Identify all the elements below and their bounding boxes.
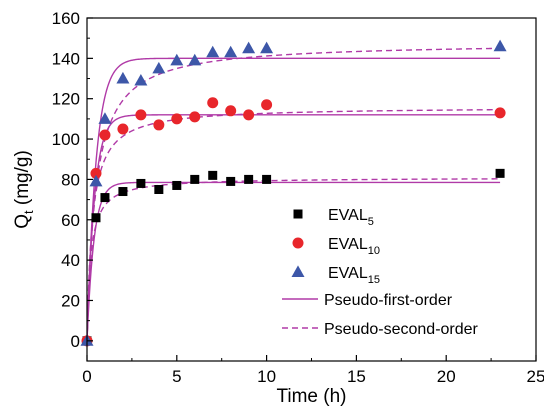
data-point-square [91, 213, 101, 223]
legend-marker-triangle [291, 265, 305, 277]
data-point-triangle [224, 45, 238, 58]
y-tick-label: 100 [52, 130, 80, 149]
x-axis-title: Time (h) [276, 386, 346, 407]
y-tick-label: 20 [61, 291, 80, 310]
data-point-circle [117, 123, 129, 135]
data-point-circle [207, 97, 219, 109]
x-tick-label: 0 [82, 367, 91, 386]
pseudo-second-order-curve [86, 108, 501, 341]
data-point-square [208, 170, 218, 180]
data-point-triangle [134, 73, 148, 86]
legend-label-main: EVAL [328, 207, 368, 224]
y-tick-label: 0 [71, 332, 80, 351]
data-point-square [172, 180, 182, 190]
legend-label: EVAL15 [328, 265, 380, 286]
legend-label: EVAL10 [328, 236, 380, 257]
data-point-circle [90, 167, 102, 179]
x-tick-label: 5 [172, 367, 181, 386]
data-points [80, 39, 507, 347]
data-point-square [190, 174, 200, 184]
data-point-triangle [260, 41, 274, 54]
legend-label: EVAL5 [328, 207, 374, 228]
x-tick-label: 20 [437, 367, 456, 386]
legend-label-sub: 15 [368, 274, 380, 286]
data-point-square [154, 185, 164, 194]
data-point-circle [494, 107, 506, 119]
data-point-triangle [493, 39, 507, 52]
data-point-circle [189, 111, 201, 123]
x-tick-label: 25 [527, 367, 544, 386]
legend-label-sub: 10 [368, 245, 380, 257]
y-tick-label: 140 [52, 49, 80, 68]
data-point-square [118, 187, 128, 197]
pseudo-second-order-curve [86, 178, 501, 341]
y-axis-title-main: Q [12, 214, 33, 229]
data-point-circle [225, 105, 237, 117]
data-point-triangle [116, 71, 130, 84]
data-point-square [136, 178, 146, 188]
data-point-circle [153, 119, 165, 131]
y-tick-label: 120 [52, 90, 80, 109]
data-point-circle [135, 109, 147, 121]
y-axis-title-sub: t [21, 210, 36, 214]
y-tick-label: 160 [52, 9, 80, 28]
legend-label-main: EVAL [328, 236, 368, 253]
axis-ticks: 0 5 10 15 20 25 0 20 40 60 80 100 120 140 160 [52, 9, 544, 386]
data-point-square [262, 174, 272, 184]
data-point-triangle [152, 61, 166, 74]
pseudo-first-order-curve [86, 181, 501, 341]
pseudo-first-order-curve [86, 57, 501, 341]
legend-label-main: EVAL [328, 265, 368, 282]
legend-label-sub: 5 [368, 216, 374, 228]
legend-label: Pseudo-second-order [324, 321, 479, 338]
y-axis-title: Qt (mg/g) [12, 150, 36, 229]
data-point-triangle [89, 174, 103, 187]
data-point-square [244, 174, 254, 184]
data-point-circle [171, 113, 183, 125]
legend-label: Pseudo-first-order [324, 292, 453, 309]
data-point-circle [243, 109, 255, 121]
data-point-triangle [170, 53, 184, 66]
y-axis-title-rest: (mg/g) [12, 150, 33, 210]
x-tick-label: 10 [257, 367, 276, 386]
data-point-square [100, 193, 110, 203]
pseudo-second-order-curve [86, 47, 501, 341]
data-point-triangle [98, 112, 112, 124]
y-tick-label: 60 [61, 211, 80, 230]
x-tick-label: 15 [347, 367, 366, 386]
data-point-triangle [188, 53, 202, 66]
legend: EVAL5EVAL10EVAL15Pseudo-first-orderPseud… [282, 207, 479, 338]
data-point-triangle [206, 45, 220, 58]
data-point-circle [99, 129, 111, 141]
legend-marker-circle [292, 237, 304, 249]
y-tick-label: 80 [61, 170, 80, 189]
y-tick-label: 40 [61, 251, 80, 270]
data-point-square [226, 176, 236, 186]
data-point-triangle [242, 41, 256, 54]
data-point-circle [261, 99, 273, 111]
data-point-square [495, 168, 505, 178]
pseudo-first-order-curve [86, 114, 501, 341]
legend-marker-square [293, 209, 303, 219]
